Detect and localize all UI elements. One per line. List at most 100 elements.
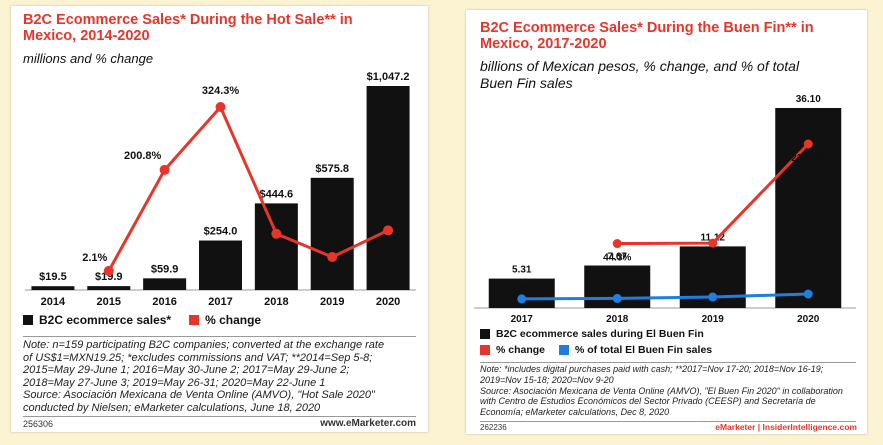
chart-legend: B2C ecommerce sales* % change — [23, 313, 261, 327]
chart-title-line-1: B2C Ecommerce Sales* During the Hot Sale… — [23, 12, 353, 28]
line-point — [708, 292, 718, 302]
line-value-label: 81.9% — [372, 210, 403, 222]
buen-fin-chart: 5.31 2017 7.67 2018 11.12 2019 36.10 2020 44.3% 4… — [474, 94, 856, 325]
bar-2017 — [199, 240, 242, 290]
legend-swatch-bar — [480, 329, 490, 339]
hot-sale-chart-panel: B2C Ecommerce Sales* During the Hot Sale… — [11, 6, 428, 432]
chart-id: 256306 — [23, 419, 54, 429]
note-line: 2015=May 29-June 1; 2016=May 30-June 2; … — [23, 364, 350, 377]
chart-title-line-2: Mexico, 2017-2020 — [480, 36, 607, 53]
note-line: 2019=Nov 15-18; 2020=Nov 9-20 — [480, 374, 614, 385]
x-tick-label: 2015 — [97, 296, 121, 308]
line-point — [159, 164, 170, 175]
hot-sale-chart: $19.5 2014 $19.9 2015 $59.9 2016 $254.0 2017 $44… — [25, 71, 416, 308]
bar-2018 — [254, 203, 298, 290]
note-line: Economía; eMarketer calculations, Dec 8,… — [480, 407, 670, 418]
bar-value-label: $59.9 — [151, 263, 179, 275]
chart-legend-row-2: % change % of total El Buen Fin sales — [480, 344, 712, 356]
divider — [480, 421, 856, 422]
line-value-label: 9.4% — [701, 281, 724, 292]
legend-item-change: % change — [480, 344, 545, 356]
note-line: Source: Asociación Mexicana de Venta Onl… — [23, 389, 375, 402]
line-point — [215, 102, 226, 112]
note-line: Note: n=159 participating B2C companies;… — [23, 339, 385, 351]
x-tick-label: 2017 — [511, 314, 534, 325]
note-line: conducted by Nielsen; eMarketer calculat… — [23, 401, 321, 414]
line-point — [327, 251, 338, 262]
chart-notes: Note: n=159 participating B2C companies;… — [23, 339, 384, 415]
chart-subtitle-line-1: billions of Mexican pesos, % change, and… — [480, 58, 800, 74]
line-value-label: 44.3% — [603, 253, 631, 264]
line-value-label: 224.6% — [791, 153, 825, 164]
x-tick-label: 2019 — [702, 314, 725, 325]
legend-label-sales: B2C ecommerce sales during El Buen Fin — [496, 328, 704, 340]
bar-2020 — [366, 86, 410, 290]
line-point — [708, 238, 718, 248]
line-point — [803, 139, 813, 149]
legend-item-sales: B2C ecommerce sales during El Buen Fin — [480, 328, 704, 340]
note-line: with Centro de Estudios Económicos del S… — [480, 396, 816, 407]
line-point — [271, 228, 282, 239]
line-value-label: 29.5% — [319, 238, 350, 250]
bar-value-label: 5.31 — [512, 265, 532, 276]
legend-label-change: % change — [205, 313, 262, 327]
note-line: 2018=May 27-June 3; 2019=May 26-31; 2020… — [23, 376, 326, 389]
bar-2015 — [87, 286, 131, 290]
x-tick-label: 2020 — [376, 296, 400, 308]
legend-item-sales: B2C ecommerce sales* — [23, 313, 171, 327]
legend-label-share: % of total El Buen Fin sales — [575, 344, 713, 356]
x-tick-label: 2016 — [152, 296, 176, 308]
legend-item-change: % change — [189, 313, 261, 327]
legend-label-change: % change — [496, 344, 546, 356]
line-value-label: 75.1% — [255, 249, 286, 261]
buen-fin-chart-panel: B2C Ecommerce Sales* During the Buen Fin… — [466, 10, 867, 434]
legend-swatch-share — [559, 345, 570, 355]
bar-value-label: 7.67 — [608, 252, 628, 263]
bar-value-label: $19.9 — [95, 271, 123, 283]
bar-2016 — [143, 278, 187, 290]
bar-2014 — [31, 286, 75, 290]
legend-swatch-bar — [23, 315, 33, 325]
line-point — [803, 289, 813, 299]
x-tick-label: 2020 — [797, 314, 820, 325]
note-line: Note: *includes digital purchases paid w… — [480, 364, 824, 374]
bar-value-label: 36.10 — [796, 94, 821, 105]
chart-notes: Note: *includes digital purchases paid w… — [480, 364, 843, 418]
chart-subtitle-line-2: Buen Fin sales — [480, 74, 573, 91]
line-point — [383, 225, 394, 236]
line-share-of-total — [521, 292, 809, 301]
x-tick-label: 2018 — [606, 314, 629, 325]
divider — [480, 362, 856, 363]
line-point — [612, 239, 622, 249]
x-tick-label: 2019 — [320, 296, 344, 308]
line-value-label: 5.8% — [510, 283, 533, 294]
bar-value-label: $1,047.2 — [367, 71, 410, 83]
line-value-label: 200.8% — [124, 150, 162, 162]
line-value-label: 324.3% — [202, 85, 240, 97]
line-point — [517, 294, 527, 304]
note-line: of US$1=MXN19.25; *excludes commissions … — [23, 351, 373, 364]
divider — [23, 336, 416, 337]
bar-value-label: $444.6 — [260, 188, 294, 200]
divider — [23, 416, 416, 417]
x-tick-label: 2017 — [208, 296, 232, 308]
bar-value-label: $575.8 — [315, 163, 349, 175]
chart-title-line-2: Mexico, 2014-2020 — [23, 28, 150, 45]
chart-title: B2C Ecommerce Sales* During the Hot Sale… — [23, 12, 353, 44]
line-value-label: 45.1% — [699, 252, 727, 263]
line-point — [103, 265, 114, 276]
note-line: Source: Asociación Mexicana de Venta Onl… — [480, 385, 843, 396]
bar-value-label: $254.0 — [204, 226, 238, 238]
line-pct-change — [107, 105, 389, 272]
line-value-label: 6.8% — [606, 282, 629, 293]
legend-item-share: % of total El Buen Fin sales — [559, 344, 712, 356]
x-tick-label: 2014 — [41, 296, 66, 308]
source-brand: eMarketer | InsiderIntelligence.com — [715, 422, 857, 432]
chart-legend-row-1: B2C ecommerce sales during El Buen Fin — [480, 328, 704, 340]
legend-swatch-change — [480, 345, 490, 355]
chart-subtitle: millions and % change — [23, 51, 154, 66]
line-value-label: 15.1% — [794, 278, 822, 289]
chart-title-line-1: B2C Ecommerce Sales* During the Buen Fin… — [480, 20, 814, 36]
line-value-label: 2.1% — [82, 252, 107, 264]
source-brand: www.eMarketer.com — [320, 418, 416, 429]
